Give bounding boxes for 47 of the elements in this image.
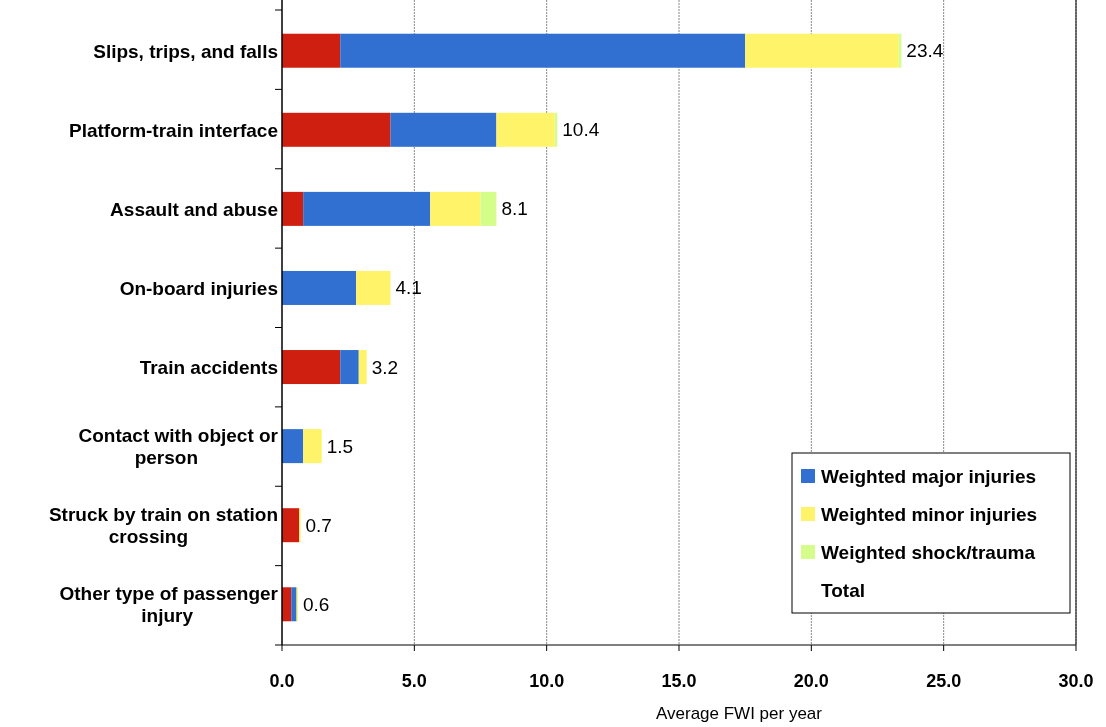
bar (340, 33, 746, 68)
x-tick-label: 5.0 (401, 671, 427, 691)
bar (496, 112, 555, 147)
y-tick-label: Assault and abuse (110, 198, 278, 220)
total-label: 3.2 (371, 356, 399, 378)
bar (303, 191, 431, 226)
total-label: 8.1 (501, 198, 528, 220)
y-tick-label: Slips, trips, and falls (93, 40, 278, 62)
y-tick-label: Struck by train on station crossing (48, 503, 278, 547)
x-tick-label: 0.0 (269, 671, 295, 691)
total-label: 23.4 (906, 40, 944, 62)
y-tick-label: On-board injuries (119, 277, 278, 299)
total-label: 0.7 (305, 514, 332, 536)
total-label: 0.6 (302, 593, 330, 615)
y-tick-label: Contact with object or person (78, 424, 279, 468)
total-label: 10.4 (562, 119, 600, 141)
bar (390, 112, 497, 147)
x-tick-label: 30.0 (1058, 671, 1094, 691)
bar (282, 191, 304, 226)
bar (356, 270, 391, 305)
bar (358, 350, 367, 385)
x-tick-label: 20.0 (793, 671, 829, 691)
bar (745, 33, 899, 68)
y-tick-label: Other type of passenger injury (59, 582, 279, 626)
bar (282, 350, 341, 385)
bar (282, 429, 304, 464)
x-tick-label: 15.0 (661, 671, 697, 691)
legend-label: Weighted major injuries (821, 465, 1037, 487)
bar (291, 587, 297, 622)
total-label: 1.5 (326, 435, 354, 457)
y-tick-label: Platform-train interface (68, 119, 278, 141)
legend-label: Weighted minor injuries (821, 503, 1038, 525)
bar (303, 429, 322, 464)
bar (282, 508, 300, 543)
bar (282, 33, 341, 68)
x-axis-title: Average FWI per year (656, 704, 823, 723)
y-tick-label: Train accidents (139, 356, 278, 378)
bar (282, 270, 357, 305)
bar (340, 350, 359, 385)
total-label: 4.1 (395, 277, 422, 299)
text: Total (821, 579, 865, 601)
legend-label: Weighted shock/trauma (821, 541, 1036, 563)
bar (480, 191, 497, 226)
x-tick-label: 25.0 (926, 671, 962, 691)
bar (430, 191, 481, 226)
x-tick-label: 10.0 (529, 671, 565, 691)
bar (282, 112, 391, 147)
